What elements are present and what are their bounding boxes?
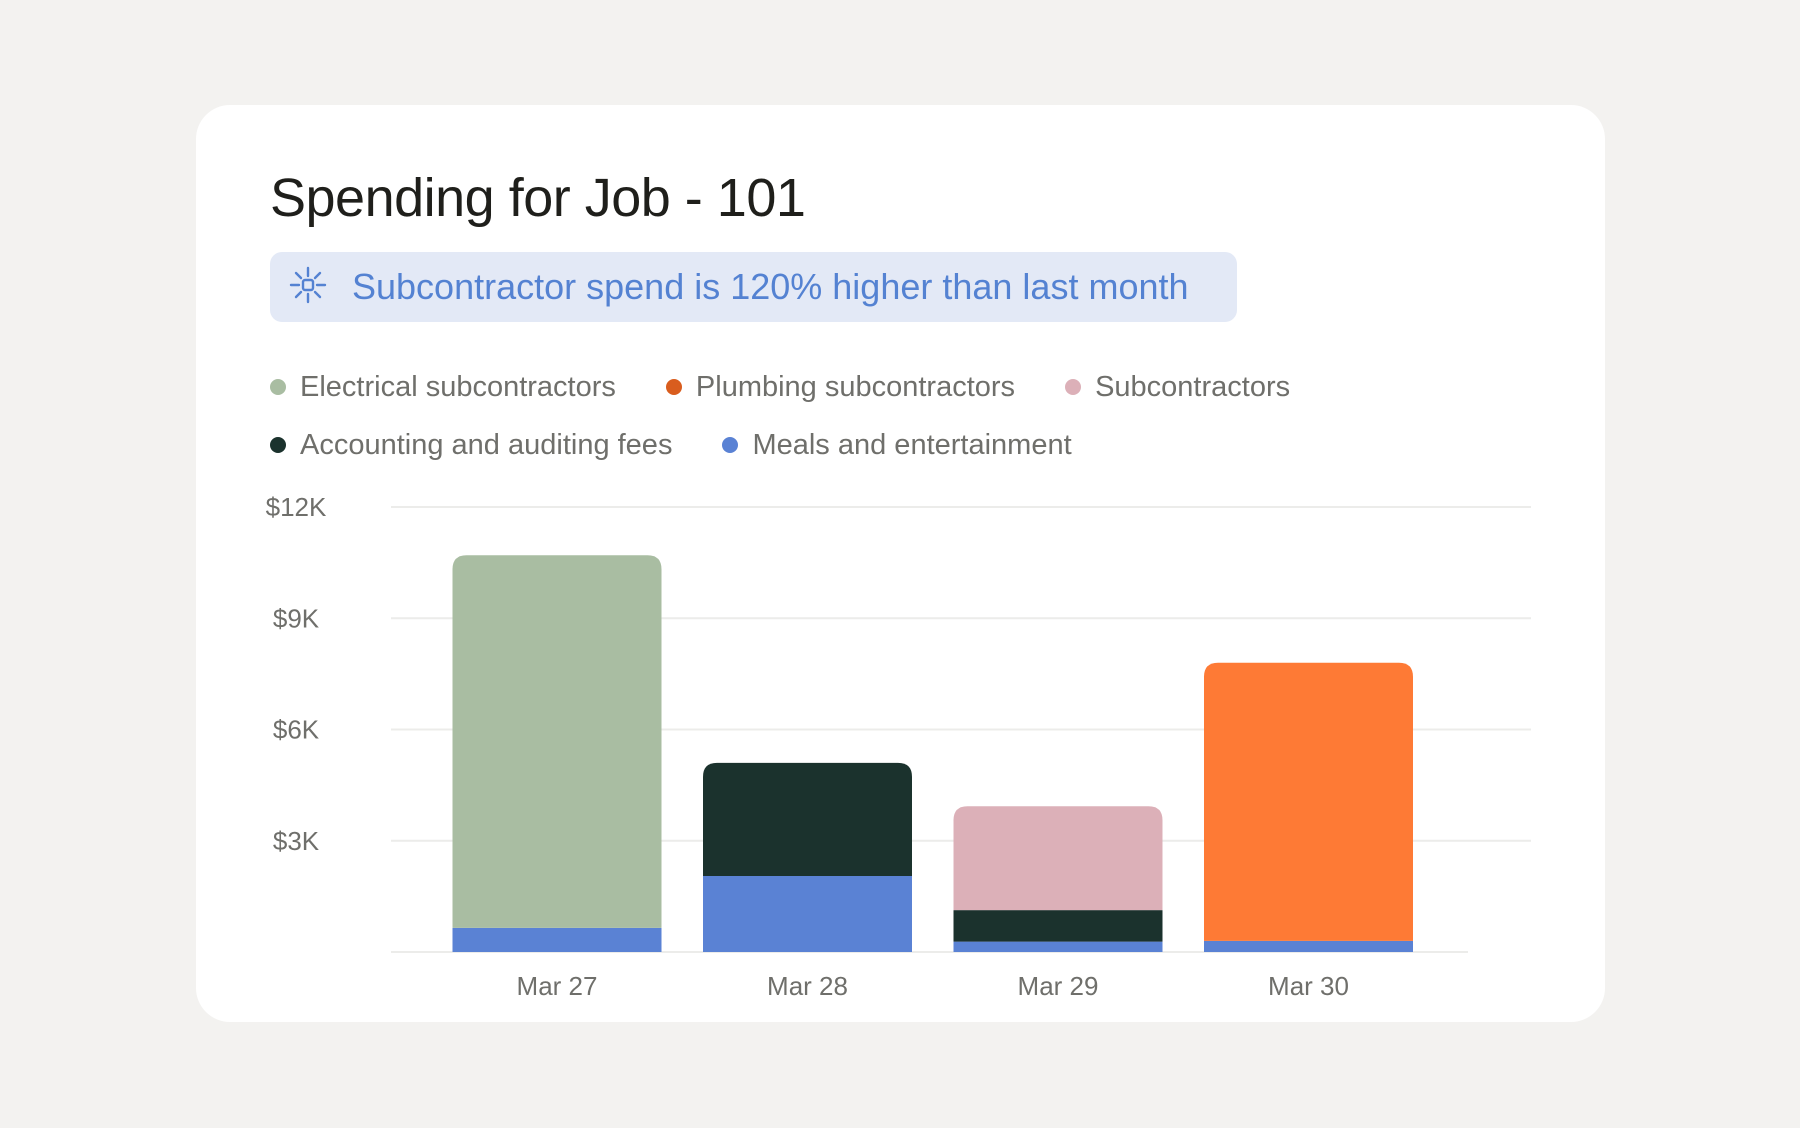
sparkle-icon bbox=[288, 265, 328, 310]
y-axis-ticks: $3K $6K $9K $12K bbox=[266, 492, 327, 856]
legend-item-electrical[interactable]: Electrical subcontractors bbox=[270, 371, 616, 404]
legend-label: Plumbing subcontractors bbox=[695, 370, 1016, 403]
x-tick-label: Mar 29 bbox=[1018, 971, 1099, 1001]
legend-item-plumbing[interactable]: Plumbing subcontractors bbox=[665, 370, 1016, 404]
bar-segment-subcontractors[interactable] bbox=[953, 806, 1163, 911]
legend-label: Accounting and auditing fees bbox=[300, 428, 673, 461]
x-tick-label: Mar 28 bbox=[767, 971, 848, 1001]
bar-segment-meals-and-entertainment[interactable] bbox=[953, 941, 1163, 952]
x-tick-label: Mar 27 bbox=[517, 971, 598, 1001]
chart-card: Spending for Job - 101 Subcontractor spe… bbox=[196, 105, 1605, 1022]
bar-segment-accounting-and-auditing-fees[interactable] bbox=[953, 910, 1163, 942]
legend-item-accounting[interactable]: Accounting and auditing fees bbox=[270, 429, 672, 462]
y-tick-label: $9K bbox=[273, 603, 320, 633]
insight-banner: Subcontractor spend is 120% higher than … bbox=[270, 252, 1237, 322]
chart-legend: Electrical subcontractors Plumbing subco… bbox=[270, 358, 1470, 474]
page-title: Spending for Job - 101 bbox=[270, 168, 806, 228]
bar-segment-plumbing-subcontractors[interactable] bbox=[1204, 662, 1413, 941]
insight-text: Subcontractor spend is 120% higher than … bbox=[352, 266, 1189, 307]
legend-swatch bbox=[270, 437, 286, 453]
bar-stack[interactable] bbox=[703, 762, 912, 952]
bar-segment-electrical-subcontractors[interactable] bbox=[452, 555, 662, 928]
bar-stack[interactable] bbox=[953, 806, 1163, 952]
legend-swatch bbox=[270, 379, 286, 395]
x-axis-ticks: Mar 27 Mar 28 Mar 29 Mar 30 bbox=[517, 971, 1349, 1001]
legend-item-meals[interactable]: Meals and entertainment bbox=[722, 428, 1072, 462]
legend-label: Electrical subcontractors bbox=[300, 370, 616, 403]
x-tick-label: Mar 30 bbox=[1268, 971, 1349, 1001]
legend-swatch bbox=[722, 437, 739, 453]
bar-segment-meals-and-entertainment[interactable] bbox=[452, 927, 662, 952]
y-tick-label: $12K bbox=[266, 492, 327, 522]
bar-stack[interactable] bbox=[452, 555, 662, 952]
legend-row: Electrical subcontractors Plumbing subco… bbox=[270, 358, 1470, 416]
legend-label: Subcontractors bbox=[1095, 370, 1291, 403]
bar-segment-meals-and-entertainment[interactable] bbox=[1204, 940, 1413, 952]
legend-swatch bbox=[665, 379, 682, 395]
legend-item-subcontractors[interactable]: Subcontractors bbox=[1065, 371, 1290, 404]
stacked-bar-chart: $3K $6K $9K $12K Mar 27 Mar 28 Mar 29 Mar 30 bbox=[266, 492, 1531, 1001]
legend-swatch bbox=[1065, 379, 1082, 395]
bar-segment-accounting-and-auditing-fees[interactable] bbox=[703, 762, 912, 876]
bars bbox=[452, 555, 1413, 952]
legend-row: Accounting and auditing fees Meals and e… bbox=[270, 416, 1470, 474]
y-tick-label: $3K bbox=[273, 826, 320, 856]
bar-stack[interactable] bbox=[1204, 662, 1413, 952]
legend-label: Meals and entertainment bbox=[752, 428, 1072, 461]
bar-segment-meals-and-entertainment[interactable] bbox=[703, 875, 912, 952]
y-tick-label: $6K bbox=[273, 715, 320, 745]
